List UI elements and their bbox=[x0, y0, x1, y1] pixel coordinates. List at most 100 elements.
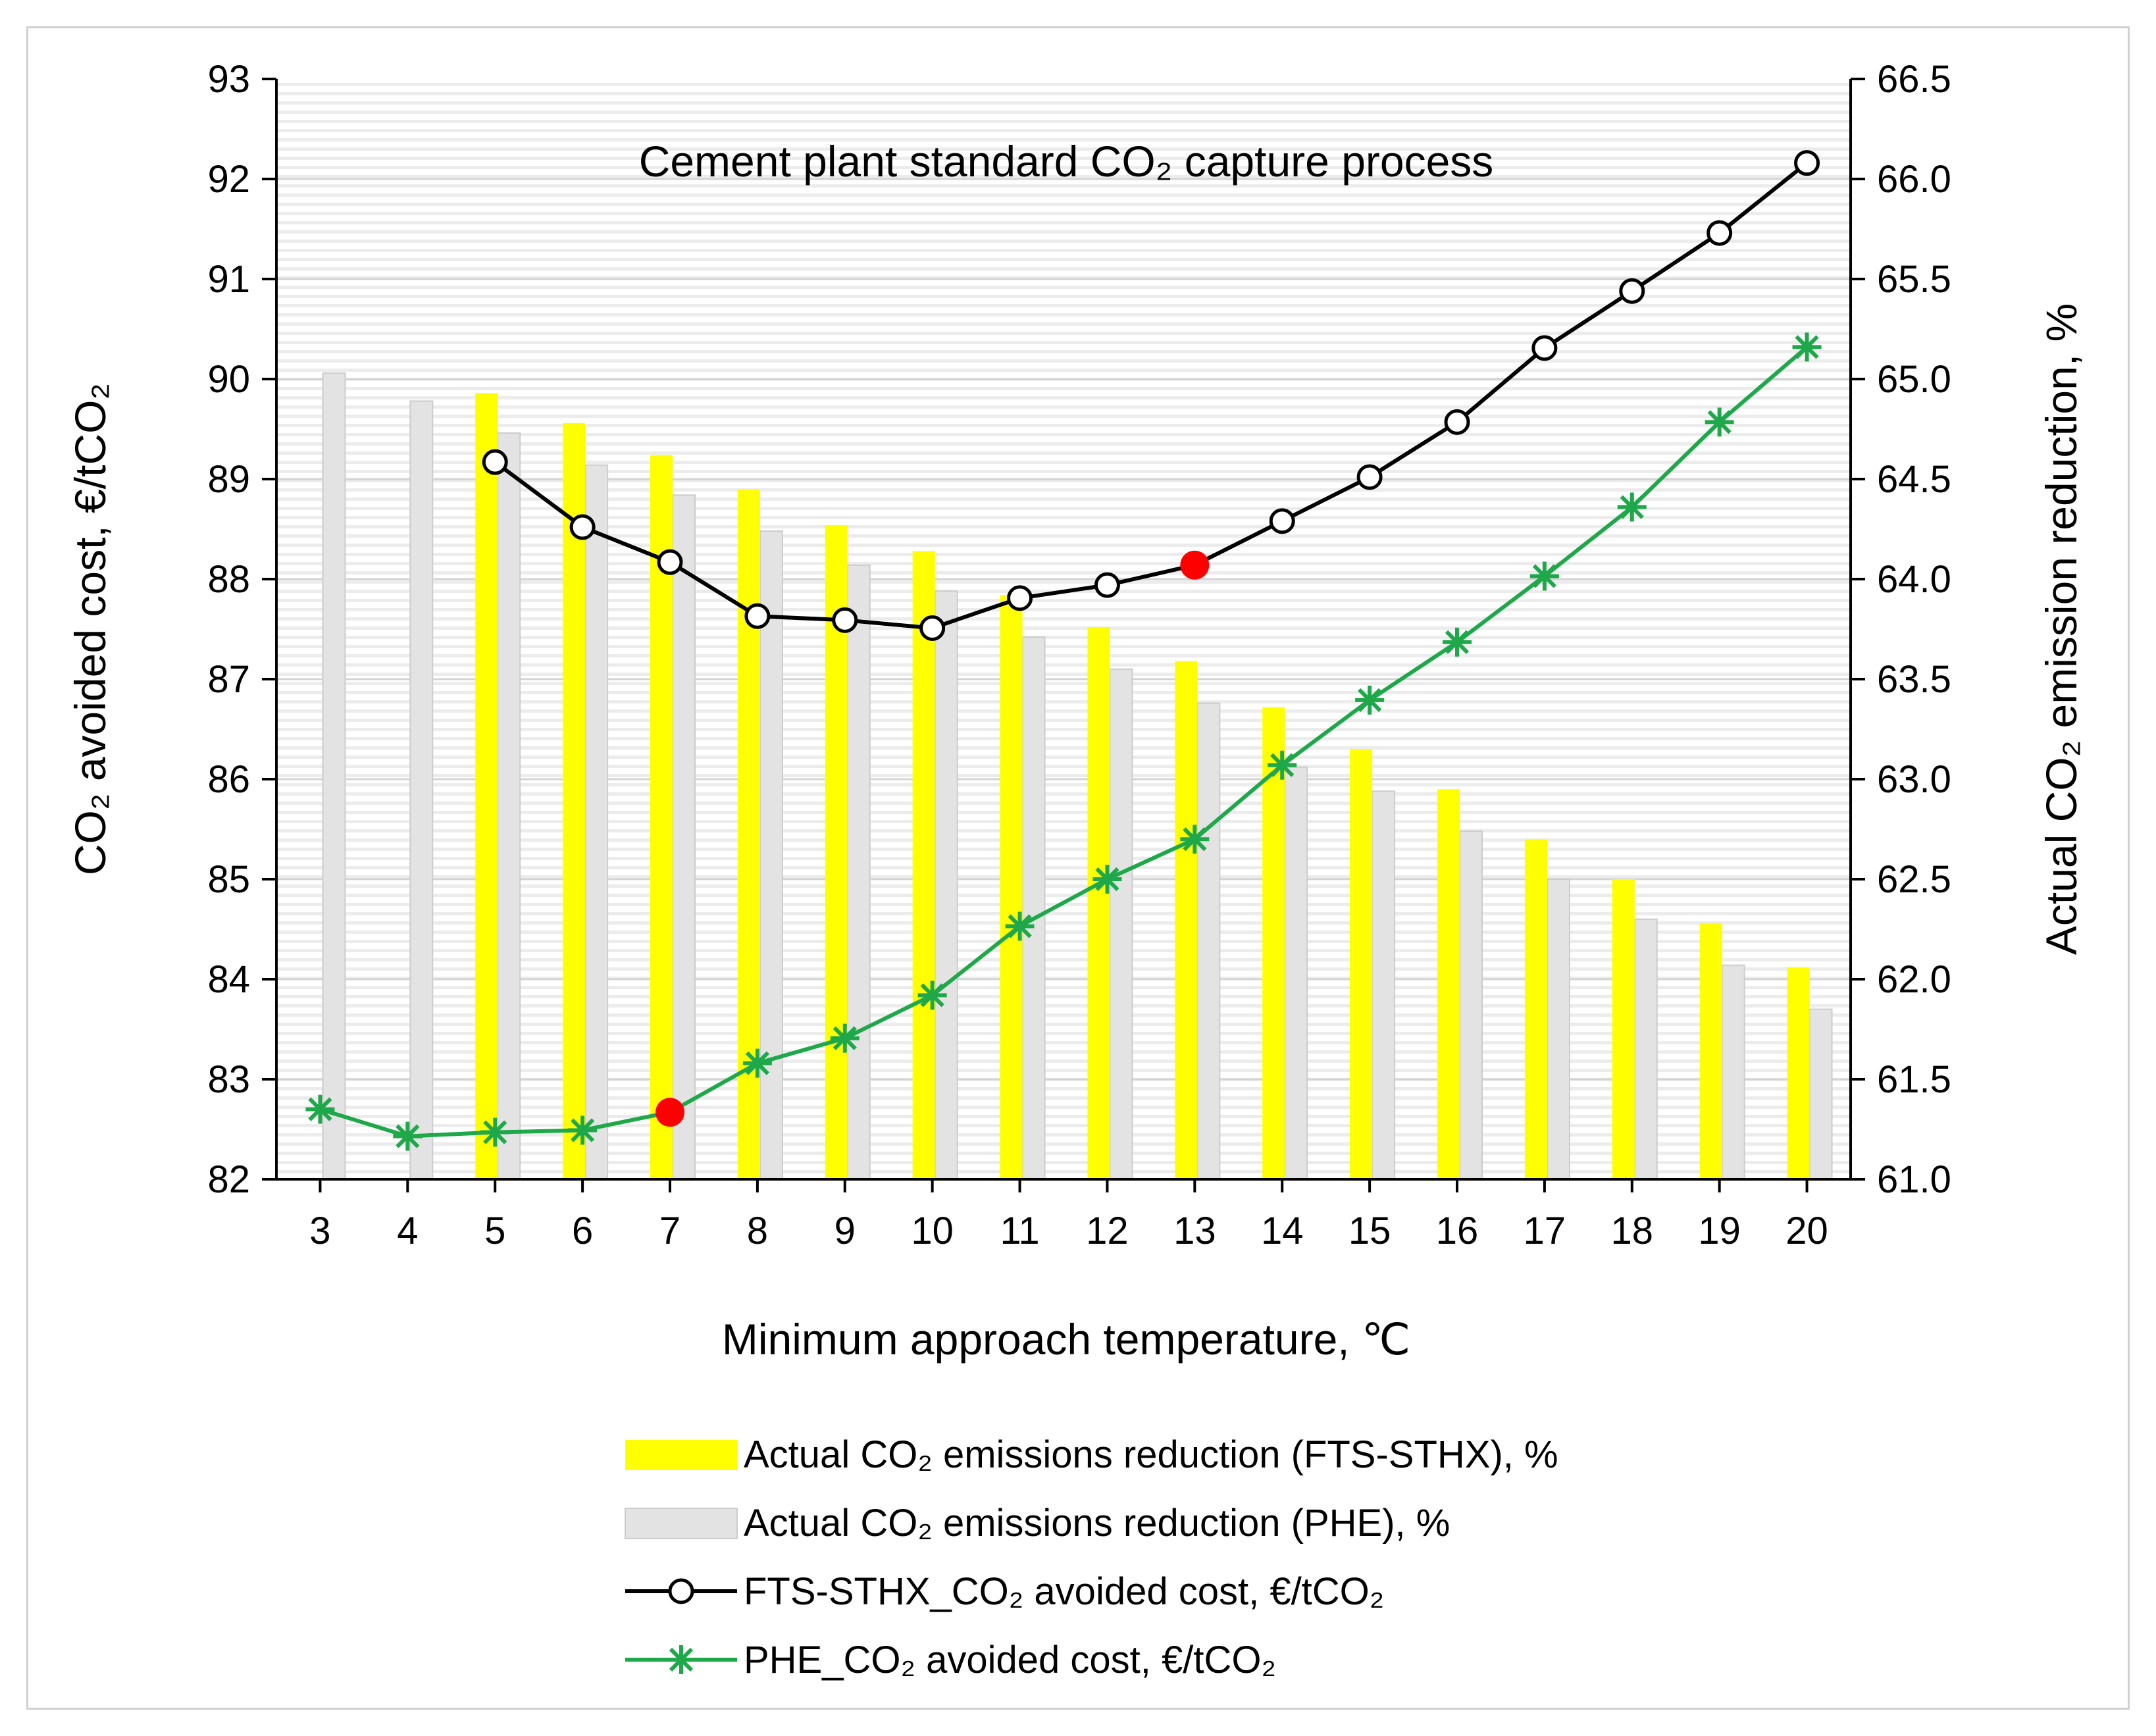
y-tick-label-left: 84 bbox=[207, 958, 250, 1001]
point-phe bbox=[1705, 407, 1734, 437]
x-tick-label: 14 bbox=[1261, 1210, 1304, 1252]
bar-phe bbox=[409, 400, 434, 1181]
bar-fts-sthx bbox=[475, 393, 498, 1179]
y-tick-label-left: 89 bbox=[207, 458, 250, 501]
point-fts-sthx bbox=[1094, 572, 1120, 598]
marker-stroke bbox=[1270, 753, 1295, 777]
bar-fts-sthx bbox=[1437, 789, 1460, 1179]
marker-stroke bbox=[833, 1026, 857, 1050]
point-fts-sthx bbox=[657, 549, 683, 575]
x-tick-label: 4 bbox=[397, 1210, 418, 1252]
y-axis-right-title: Actual CO₂ emission reduction, % bbox=[2037, 303, 2086, 955]
bar-phe bbox=[1546, 879, 1570, 1180]
y-tick-label-right: 61.0 bbox=[1877, 1158, 1951, 1201]
lines-layer bbox=[305, 150, 1822, 1151]
bar-phe bbox=[1809, 1008, 1833, 1180]
point-fts-sthx bbox=[1619, 278, 1645, 304]
point-fts-sthx bbox=[744, 603, 771, 629]
chart-frame bbox=[26, 26, 2130, 1710]
x-axis-ticks: 3 4 5 6 7 8 9 10 11 12 13 14 15 16 17 18 19 20 bbox=[309, 1179, 1828, 1252]
marker-stroke bbox=[1183, 827, 1207, 852]
y-tick-label-left: 83 bbox=[207, 1058, 250, 1101]
y-tick-label-right: 62.5 bbox=[1877, 858, 1951, 901]
point-fts-sthx bbox=[1531, 335, 1558, 361]
y-tick-label-left: 91 bbox=[207, 258, 250, 301]
bar-phe bbox=[497, 432, 521, 1181]
marker-stroke bbox=[1532, 564, 1557, 588]
series-line-phe bbox=[319, 345, 1809, 1138]
point-phe bbox=[393, 1121, 423, 1151]
x-tick-label: 17 bbox=[1524, 1210, 1566, 1252]
point-fts-sthx bbox=[1269, 508, 1295, 534]
bar-phe bbox=[1459, 830, 1483, 1181]
point-fts-sthx bbox=[919, 615, 946, 641]
bar-phe bbox=[1633, 918, 1658, 1181]
x-tick-label: 19 bbox=[1698, 1210, 1741, 1252]
point-fts-sthx bbox=[569, 514, 596, 540]
point-phe bbox=[1443, 627, 1472, 657]
axes-layer bbox=[275, 79, 1852, 1181]
x-tick-label: 11 bbox=[1000, 1210, 1039, 1252]
bar-fts-sthx bbox=[650, 455, 673, 1179]
bar-fts-sthx bbox=[1699, 923, 1722, 1179]
point-fts-sthx bbox=[1794, 150, 1820, 176]
legend: Actual CO₂ emissions reduction (FTS-STHX… bbox=[625, 1433, 1558, 1681]
marker-stroke bbox=[920, 983, 944, 1008]
marker-stroke bbox=[1445, 630, 1470, 654]
point-phe bbox=[1092, 865, 1122, 894]
bar-fts-sthx bbox=[1612, 879, 1635, 1179]
point-fts-sthx bbox=[1707, 220, 1733, 246]
marker-stroke bbox=[1620, 495, 1644, 519]
point-phe bbox=[1792, 332, 1822, 362]
y-axis-left-ticks: 82 83 84 85 86 87 88 89 90 91 92 93 bbox=[207, 58, 276, 1201]
bar-phe bbox=[1196, 702, 1221, 1180]
series-line-fts-sthx bbox=[494, 161, 1809, 630]
x-tick-label: 8 bbox=[747, 1210, 768, 1252]
y-axis-right-ticks: 61.0 61.5 62.0 62.5 63.0 63.5 64.0 64.5 65.0 65.5… bbox=[1851, 58, 1951, 1201]
bar-fts-sthx bbox=[1787, 967, 1810, 1179]
x-tick-label: 12 bbox=[1086, 1210, 1129, 1252]
x-tick-label: 15 bbox=[1348, 1210, 1391, 1252]
x-tick-label: 13 bbox=[1173, 1210, 1216, 1252]
bar-phe bbox=[1109, 668, 1133, 1180]
bar-phe bbox=[584, 464, 609, 1180]
point-phe bbox=[742, 1048, 772, 1078]
y-tick-label-right: 64.0 bbox=[1877, 558, 1951, 601]
point-phe bbox=[830, 1023, 860, 1053]
x-tick-label: 5 bbox=[484, 1210, 505, 1252]
legend-label: Actual CO₂ emissions reduction (FTS-STHX… bbox=[744, 1433, 1558, 1476]
bar-phe bbox=[934, 590, 958, 1180]
y-tick-label-right: 65.0 bbox=[1877, 358, 1951, 401]
bar-fts-sthx bbox=[563, 422, 586, 1179]
marker-stroke bbox=[669, 1647, 694, 1672]
x-tick-label: 7 bbox=[659, 1210, 680, 1252]
y-tick-label-right: 62.0 bbox=[1877, 958, 1951, 1001]
point-phe bbox=[917, 981, 947, 1010]
x-tick-label: 10 bbox=[911, 1210, 954, 1252]
y-tick-label-right: 63.0 bbox=[1877, 758, 1951, 801]
bar-phe bbox=[1721, 964, 1745, 1180]
legend-label: Actual CO₂ emissions reduction (PHE), % bbox=[744, 1502, 1450, 1545]
y-tick-label-right: 66.5 bbox=[1877, 58, 1951, 101]
marker-stroke bbox=[745, 1051, 770, 1075]
marker-stroke bbox=[1707, 410, 1732, 434]
legend-marker-fts-sthx bbox=[668, 1578, 694, 1604]
point-highlight bbox=[1180, 550, 1210, 580]
bar-fts-sthx bbox=[1000, 595, 1023, 1179]
bar-fts-sthx bbox=[1350, 749, 1373, 1179]
point-fts-sthx bbox=[1356, 464, 1383, 490]
point-fts-sthx bbox=[482, 449, 508, 475]
bar-fts-sthx bbox=[912, 551, 935, 1179]
bar-phe bbox=[1372, 790, 1396, 1180]
x-tick-label: 6 bbox=[572, 1210, 593, 1252]
bar-fts-sthx bbox=[825, 524, 848, 1179]
marker-stroke bbox=[1095, 867, 1119, 892]
point-phe bbox=[1529, 561, 1559, 591]
point-phe bbox=[1355, 685, 1385, 715]
y-tick-label-left: 87 bbox=[207, 658, 250, 701]
legend-swatch-phe bbox=[625, 1508, 738, 1539]
legend-label: FTS-STHX_CO₂ avoided cost, €/tCO₂ bbox=[744, 1570, 1384, 1613]
y-tick-label-left: 93 bbox=[207, 58, 250, 101]
y-tick-label-left: 92 bbox=[207, 158, 250, 201]
